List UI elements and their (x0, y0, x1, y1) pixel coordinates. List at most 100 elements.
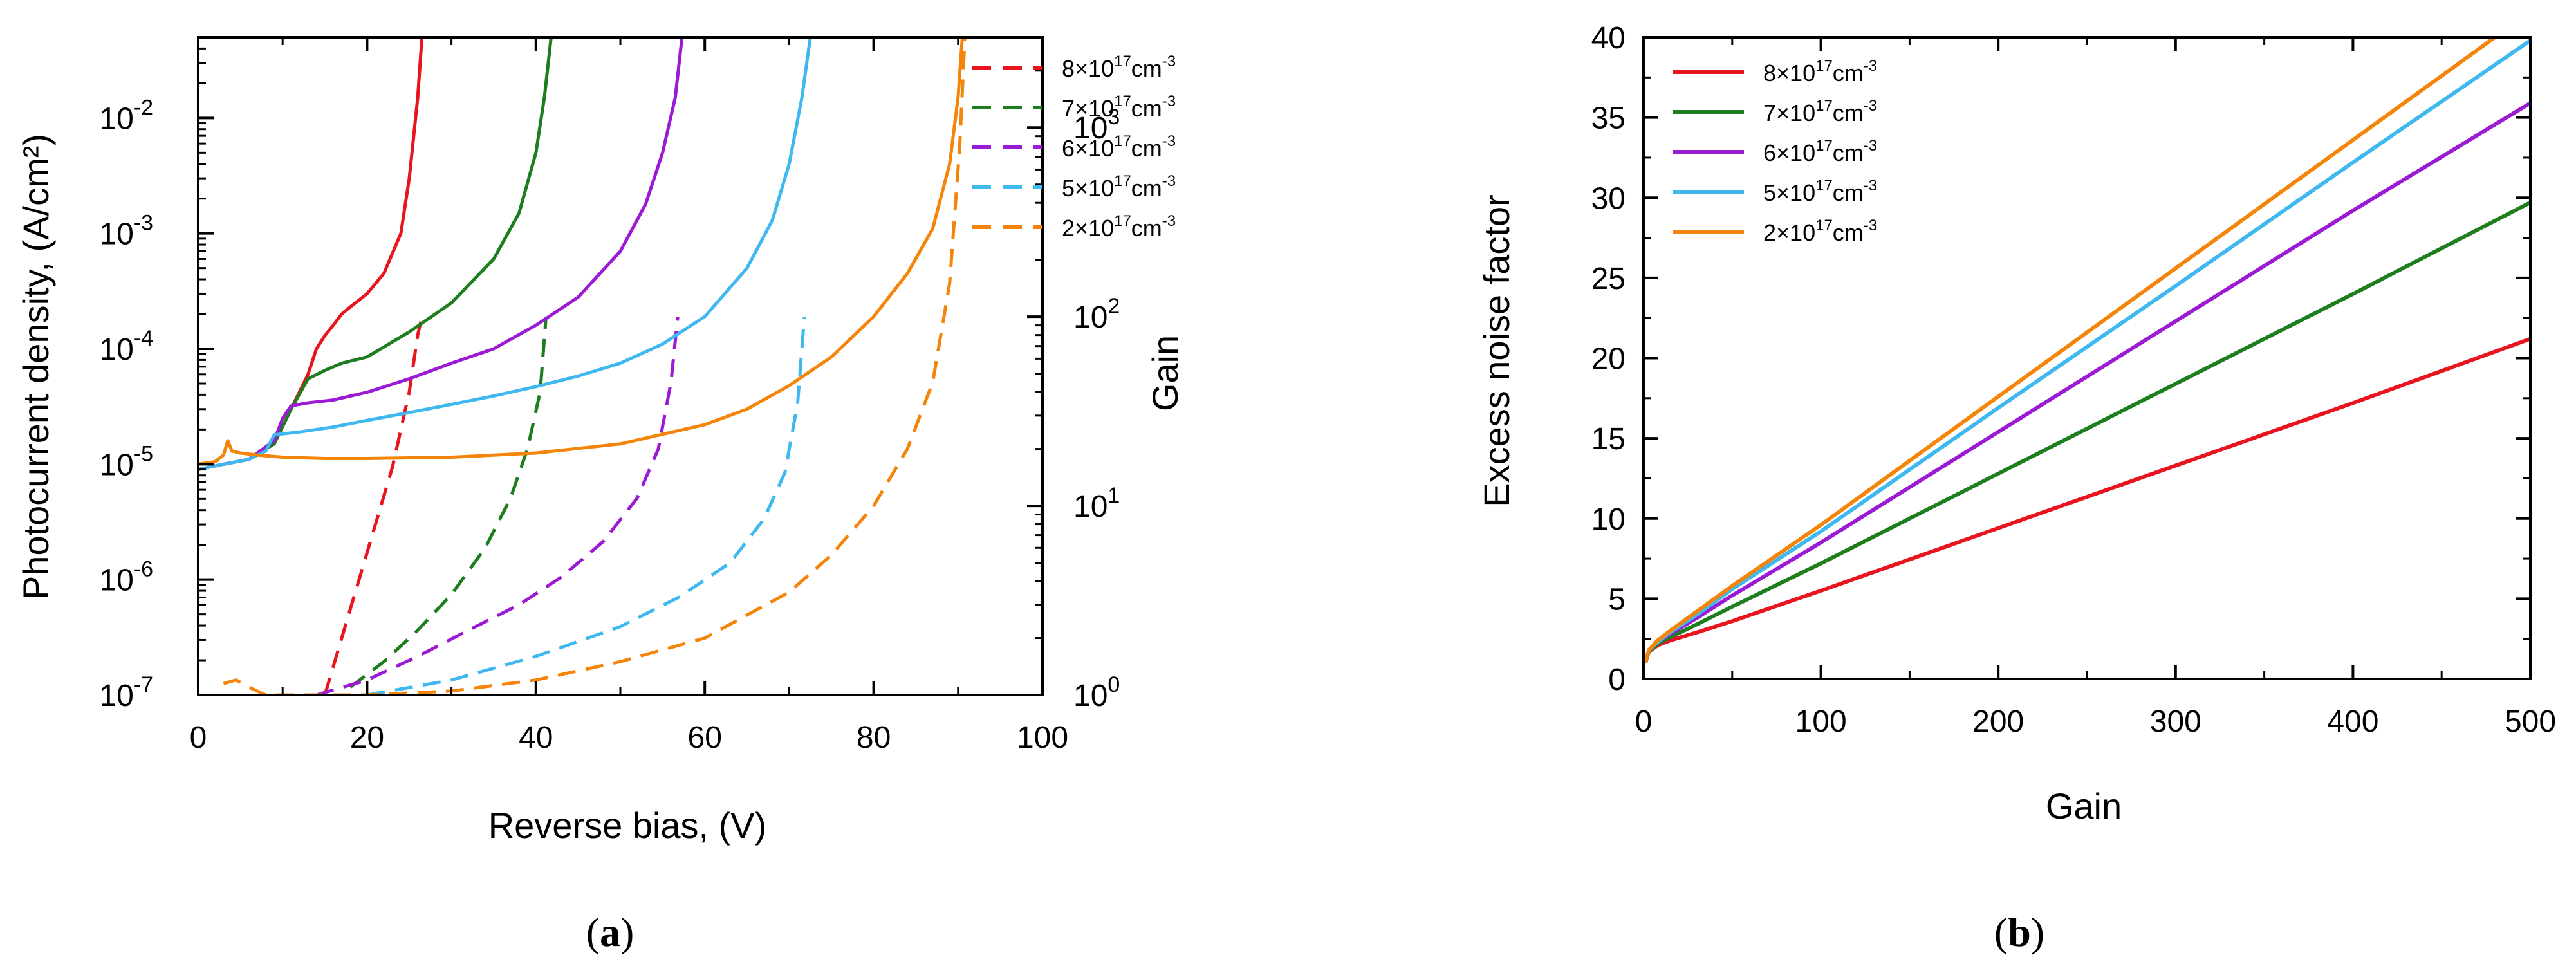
panel-b-legend-entry-2: 6×1017cm-3 (1673, 137, 1877, 166)
panel-a-x-tick-label: 100 (1017, 721, 1068, 755)
panel-a-legend-entry-3: 5×1017cm-3 (972, 172, 1176, 201)
panel-b-legend-label-3: 5×1017cm-3 (1763, 177, 1877, 206)
panel-b-y-tick-label: 40 (1591, 21, 1626, 55)
panel-a-legend-label-4: 2×1017cm-3 (1062, 212, 1176, 241)
panel-b-y-tick-label: 5 (1608, 582, 1626, 616)
panel-a-y-tick-label-base: 10 (99, 218, 133, 252)
panel-a-y-tick-label-base: 10 (99, 564, 133, 598)
panel-a-y-tick-label: 10-7 (99, 672, 153, 713)
panel-b-legend: 8×1017cm-37×1017cm-36×1017cm-35×1017cm-3… (1673, 57, 1877, 246)
panel-a-y-tick-label: 10-4 (99, 326, 153, 367)
panel-a-legend-label-unit-exponent: -3 (1162, 133, 1176, 150)
panel-a-y-tick-label-exponent: -5 (134, 441, 153, 466)
panel-a-y-tick-label-base: 10 (99, 333, 133, 367)
panel-a-gain-line-1 (349, 317, 548, 689)
panel-a-legend-label-2: 6×1017cm-3 (1062, 133, 1176, 162)
panel-b-y-tick-label: 20 (1591, 342, 1626, 376)
panel-b-legend-label-unit: cm (1833, 180, 1864, 206)
panel-b-legend-label-unit-exponent: -3 (1864, 137, 1877, 154)
panel-a-gain-line-4 (223, 37, 967, 695)
panel-b-legend-label-unit-exponent: -3 (1864, 57, 1877, 75)
panel-a-legend-label-unit: cm (1131, 215, 1162, 241)
panel-a-y-left-axis-title: Photocurrent density, (A/cm²) (15, 134, 56, 600)
panel-a-x-axis-title: Reverse bias, (V) (488, 805, 767, 846)
panel-a-photocurrent-line-3 (198, 37, 812, 471)
panel-a-y-right-tick-label: 101 (1073, 483, 1120, 524)
panel-b-legend-label-unit: cm (1833, 140, 1864, 166)
panel-b-legend-label-unit-exponent: -3 (1864, 177, 1877, 194)
panel-b-label: (b) (1994, 909, 2044, 955)
panel-a-gain-line-2 (315, 316, 680, 695)
panel-b-legend-label-mantissa: 7×10 (1763, 100, 1815, 126)
panel-a-legend-label-unit-exponent: -3 (1162, 93, 1176, 110)
panel-b-legend-label-mantissa: 2×10 (1763, 219, 1815, 246)
panel-b-series-lines (1644, 37, 2530, 663)
panel-a-y-right-tick-label: 100 (1073, 672, 1120, 713)
panel-b-legend-entry-1: 7×1017cm-3 (1673, 97, 1877, 126)
panel-a-y-tick-label-exponent: -2 (134, 95, 153, 120)
panel-b-label-letter: b (2008, 909, 2031, 955)
panel-a-legend-label-exponent: 17 (1114, 212, 1131, 230)
panel-a-legend-label-mantissa: 2×10 (1062, 215, 1114, 241)
panel-a-y-tick-label-base: 10 (99, 102, 133, 136)
panel-b-legend-label-mantissa: 6×10 (1763, 140, 1815, 166)
panel-a-series-4 (198, 37, 967, 695)
panel-a-legend-entry-0: 8×1017cm-3 (972, 53, 1176, 82)
panel-b-legend-entry-3: 5×1017cm-3 (1673, 177, 1877, 206)
panel-a-y-tick-label: 10-6 (99, 557, 153, 598)
panel-b-legend-label-exponent: 17 (1815, 177, 1833, 194)
panel-b-y-tick-label: 10 (1591, 503, 1626, 537)
panel-a-series-lines (198, 37, 967, 695)
panel-b-y-tick-label: 15 (1591, 422, 1626, 456)
panel-b-legend-label-exponent: 17 (1815, 217, 1833, 234)
panel-a-y-right-tick-label-base: 10 (1073, 679, 1107, 713)
panel-a-y-tick-label: 10-2 (99, 95, 153, 136)
panel-a: 0 20 40 60 80 100 10-710-610-510-410-310-2 10… (15, 36, 1185, 955)
panel-b-legend-entry-4: 2×1017cm-3 (1673, 217, 1877, 246)
panel-b-series-line-4 (1644, 37, 2496, 663)
panel-a-series-2 (198, 37, 684, 695)
panel-b-legend-label-unit: cm (1833, 60, 1864, 86)
panel-a-y-tick-label-exponent: -6 (134, 557, 153, 582)
panel-a-photocurrent-line-2 (198, 37, 684, 471)
panel-b-x-tick-label: 100 (1795, 705, 1847, 739)
panel-a-series-3 (198, 37, 812, 695)
panel-a-legend-label-exponent: 17 (1114, 53, 1131, 70)
panel-b-legend-label-2: 6×1017cm-3 (1763, 137, 1877, 166)
panel-a-x-ticks: 0 20 40 60 80 100 (190, 37, 1068, 755)
panel-b-y-ticks: 0 5 10 15 20 25 30 35 40 (1591, 21, 2530, 697)
panel-b-legend-label-1: 7×1017cm-3 (1763, 97, 1877, 126)
panel-b-y-axis-title: Excess noise factor (1476, 194, 1517, 507)
panel-a-x-tick-label: 20 (350, 721, 384, 755)
panel-a-legend: 8×1017cm-37×1017cm-36×1017cm-35×1017cm-3… (972, 53, 1176, 241)
panel-b-y-tick-label: 30 (1591, 181, 1626, 216)
panel-a-series-1 (198, 37, 553, 689)
panel-a-y-tick-label: 10-5 (99, 441, 153, 482)
panel-a-legend-label-exponent: 17 (1114, 133, 1131, 150)
panel-a-x-tick-label: 0 (190, 721, 207, 755)
panel-a-x-tick-label: 80 (857, 721, 891, 755)
panel-a-photocurrent-line-4 (198, 37, 964, 466)
panel-b-legend-label-exponent: 17 (1815, 137, 1833, 154)
panel-b-legend-label-unit: cm (1833, 100, 1864, 126)
panel-a-plot-frame (197, 36, 1044, 696)
panel-b-x-tick-label: 400 (2327, 705, 2378, 739)
panel-a-y-right-tick-label-base: 10 (1073, 490, 1107, 524)
panel-b-x-tick-label: 200 (1972, 705, 2024, 739)
panel-b-legend-label-mantissa: 8×10 (1763, 60, 1815, 86)
panel-a-legend-entry-4: 2×1017cm-3 (972, 212, 1176, 241)
panel-a-y-left-ticks: 10-710-610-510-410-310-2 (99, 36, 214, 713)
panel-b-series-line-0 (1644, 337, 2530, 663)
panel-a-legend-entry-2: 6×1017cm-3 (972, 133, 1176, 162)
panel-a-label: (a) (586, 909, 635, 955)
panel-b-y-tick-label: 35 (1591, 102, 1626, 136)
panel-a-legend-label-mantissa: 6×10 (1062, 135, 1114, 162)
panel-b-legend-label-unit-exponent: -3 (1864, 97, 1877, 115)
panel-a-legend-label-unit-exponent: -3 (1162, 53, 1176, 70)
panel-b-x-ticks: 0 100 200 300 400 500 (1635, 37, 2556, 739)
panel-a-legend-label-unit: cm (1131, 175, 1162, 201)
panel-a-y-tick-label: 10-3 (99, 211, 153, 252)
panel-a-y-right-axis-title: Gain (1145, 335, 1185, 411)
panel-b-x-tick-label: 0 (1635, 705, 1653, 739)
